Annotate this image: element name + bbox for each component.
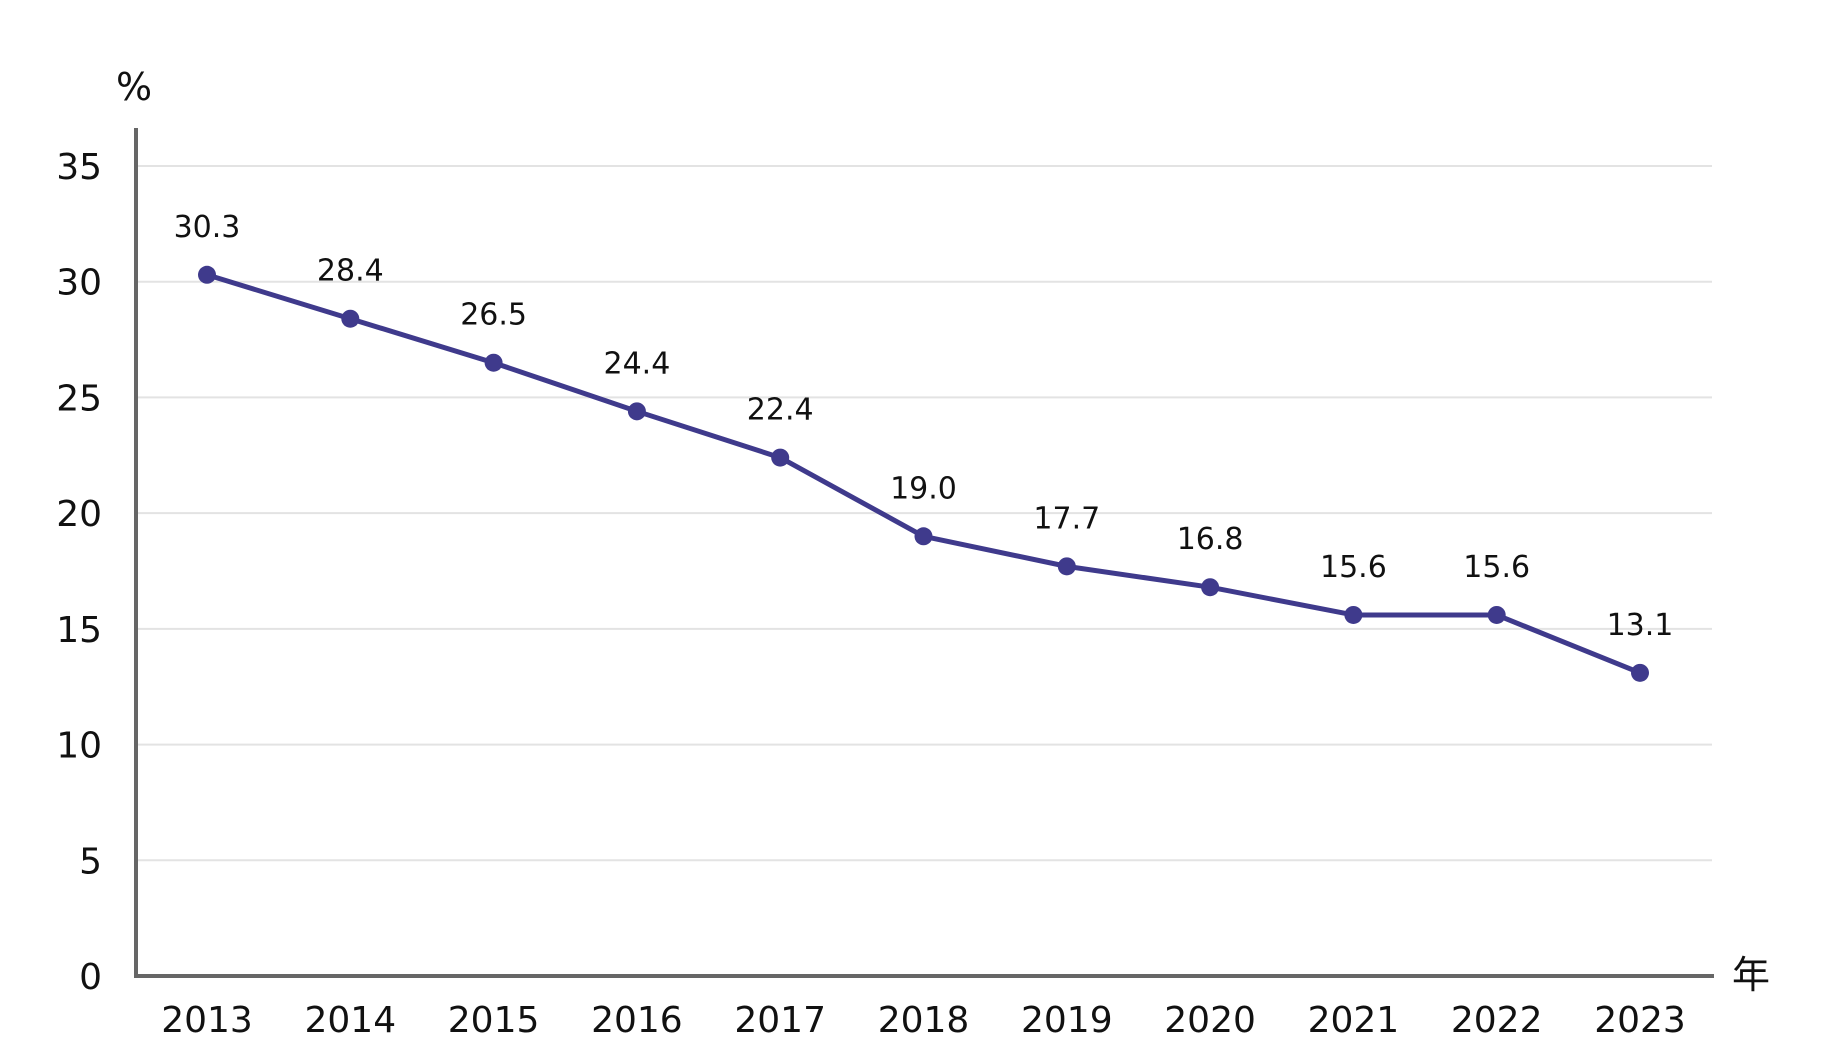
data-point [1344, 605, 1363, 624]
x-tick-label: 2013 [161, 1000, 253, 1041]
x-tick-label: 2017 [734, 1000, 826, 1041]
data-label: 15.6 [1463, 550, 1530, 585]
x-tick-label: 2018 [878, 1000, 970, 1041]
data-label: 24.4 [604, 346, 671, 381]
series-group [198, 265, 1649, 682]
data-point [1057, 557, 1076, 576]
data-label: 16.8 [1177, 522, 1244, 557]
data-point [627, 402, 646, 421]
y-tick-label: 10 [56, 726, 102, 767]
y-tick-labels: 0 5 10 15 20 25 30 35 [56, 147, 102, 998]
data-point [1631, 663, 1649, 682]
data-label: 15.6 [1320, 550, 1387, 585]
data-label: 13.1 [1607, 608, 1674, 643]
data-point [1487, 605, 1506, 624]
x-tick-label: 2016 [591, 1000, 683, 1041]
x-tick-label: 2022 [1451, 1000, 1543, 1041]
data-label: 19.0 [890, 471, 957, 506]
y-tick-label: 20 [56, 494, 102, 535]
data-label: 26.5 [460, 298, 527, 333]
y-tick-label: 30 [56, 263, 102, 304]
y-tick-label: 5 [79, 841, 102, 882]
y-tick-label: 15 [56, 610, 102, 651]
y-tick-label: 35 [56, 147, 102, 188]
gridlines [136, 165, 1712, 862]
data-point [198, 265, 216, 284]
x-tick-label: 2021 [1308, 1000, 1400, 1041]
data-point [771, 448, 790, 467]
x-tick-label: 2020 [1164, 1000, 1256, 1041]
y-axis-unit-label: % [116, 65, 152, 109]
data-label: 28.4 [317, 254, 384, 289]
data-point [1201, 578, 1220, 597]
x-axis-unit-label: 年 [1732, 953, 1770, 997]
data-point [914, 527, 933, 546]
x-tick-label: 2023 [1594, 1000, 1686, 1041]
y-tick-label: 25 [56, 378, 102, 419]
x-tick-label: 2014 [304, 1000, 396, 1041]
data-label: 30.3 [174, 210, 241, 245]
x-tick-label: 2015 [448, 1000, 540, 1041]
data-point [341, 309, 360, 328]
data-label: 22.4 [747, 393, 814, 428]
x-tick-label: 2019 [1021, 1000, 1113, 1041]
y-tick-label: 0 [79, 957, 102, 998]
data-point [484, 353, 503, 372]
data-labels: 30.3 28.4 26.5 24.4 22.4 19.0 17.7 16.8 15.6 15.6… [174, 210, 1674, 643]
x-tick-labels: 2013 2014 2015 2016 2017 2018 2019 2020 2021 2022… [161, 1000, 1686, 1041]
data-label: 17.7 [1033, 501, 1100, 536]
